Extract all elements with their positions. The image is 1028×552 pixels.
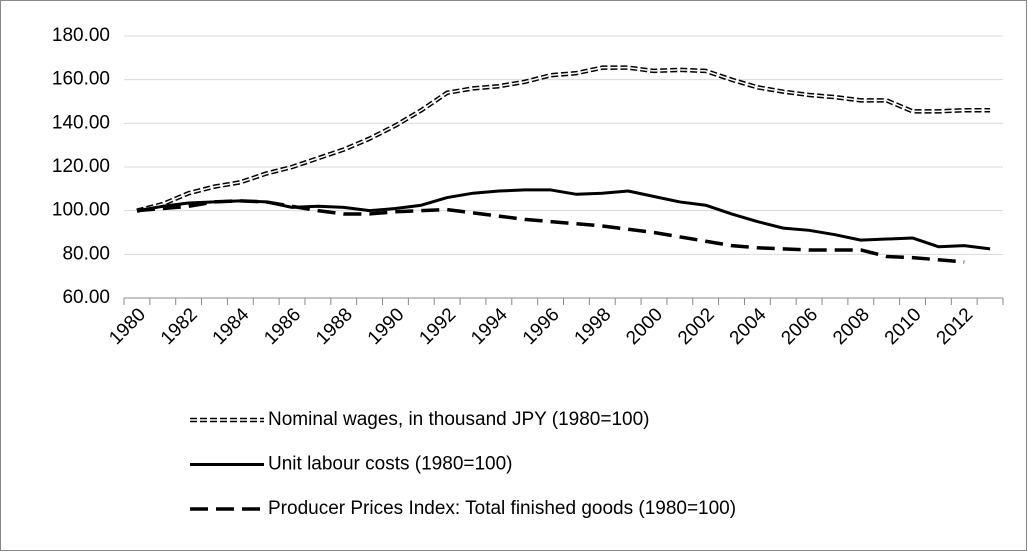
series-line xyxy=(136,199,965,264)
y-tick-label: 160.00 xyxy=(52,69,110,90)
y-tick-label: 180.00 xyxy=(52,25,110,46)
y-tick-label: 100.00 xyxy=(52,200,110,221)
series-line-inner xyxy=(136,66,991,212)
y-tick-label: 60.00 xyxy=(62,287,110,308)
legend-label: Nominal wages, in thousand JPY (1980=100… xyxy=(268,409,649,430)
legend-label: Producer Prices Index: Total finished go… xyxy=(268,498,736,519)
y-tick-label: 140.00 xyxy=(52,112,110,133)
y-tick-label: 120.00 xyxy=(52,156,110,177)
legend-label: Unit labour costs (1980=100) xyxy=(268,454,513,475)
y-tick-label: 80.00 xyxy=(62,243,110,264)
